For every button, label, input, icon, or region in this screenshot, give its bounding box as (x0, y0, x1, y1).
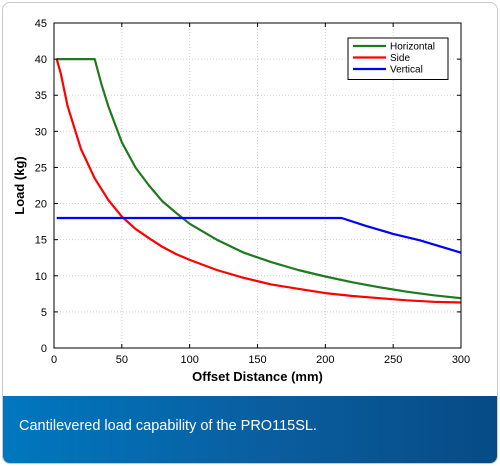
y-tick-label: 45 (35, 18, 47, 30)
chart-area: 0 50 100 150 200 250 300 0 5 10 15 20 25 30 35 40 45 Offs… (3, 3, 497, 396)
x-tick-label: 50 (116, 354, 128, 366)
y-tick-label: 40 (35, 54, 47, 66)
y-axis-label: Load (kg) (12, 156, 27, 215)
x-tick-label: 300 (452, 354, 470, 366)
y-tick-label: 35 (35, 90, 47, 102)
series-line-horizontal (56, 57, 462, 300)
legend-label-vertical: Vertical (390, 65, 423, 76)
series-line-vertical (56, 216, 462, 254)
y-tick-label: 5 (41, 307, 47, 319)
x-tick-label: 150 (248, 354, 266, 366)
legend-label-horizontal: Horizontal (390, 42, 435, 53)
x-axis-label: Offset Distance (mm) (192, 369, 323, 384)
y-tick-label: 30 (35, 126, 47, 138)
y-tick-label: 25 (35, 162, 47, 174)
x-tick-label: 0 (51, 354, 57, 366)
caption-bar: Cantilevered load capability of the PRO1… (3, 396, 497, 463)
y-tick-label: 15 (35, 235, 47, 247)
x-tick-label: 200 (316, 354, 334, 366)
y-tick-label: 0 (41, 343, 47, 355)
legend-label-side: Side (390, 53, 410, 64)
y-tick-label: 10 (35, 271, 47, 283)
x-tick-label: 100 (180, 354, 198, 366)
x-tick-label: 250 (384, 354, 402, 366)
y-tick-label: 20 (35, 199, 47, 211)
series-line-side (55, 58, 462, 304)
caption-text: Cantilevered load capability of the PRO1… (19, 418, 317, 434)
load-chart: 0 50 100 150 200 250 300 0 5 10 15 20 25 30 35 40 45 Offs… (12, 18, 470, 384)
